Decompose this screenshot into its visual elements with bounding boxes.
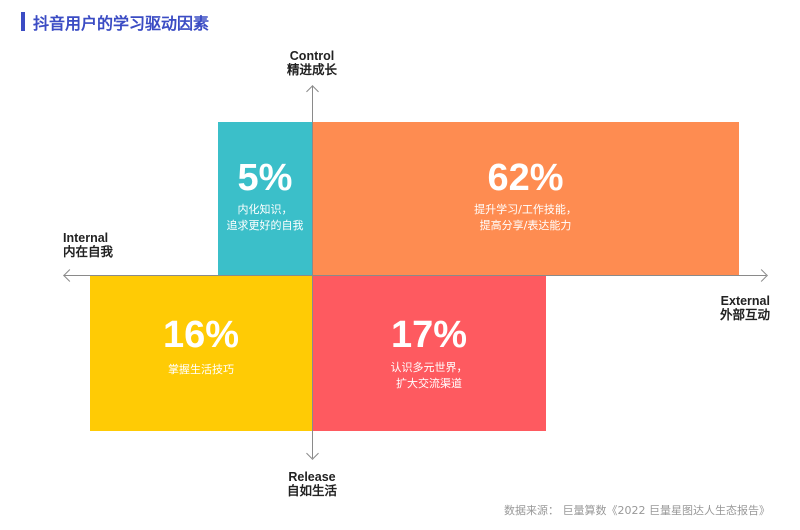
axis-label-left-zh: 内在自我: [63, 244, 114, 259]
quadrant-release-internal-line-1: 掌握生活技巧: [168, 363, 234, 376]
quadrant-release-external-percent: 17%: [390, 314, 468, 356]
quadrant-release-internal: 16% 掌握生活技巧: [90, 275, 312, 431]
vertical-axis: [312, 86, 313, 458]
quadrant-control-external-percent: 62%: [487, 157, 564, 199]
quadrant-control-external-line-2: 提高分享/表达能力: [479, 219, 572, 232]
quadrant-control-internal: 5% 内化知识， 追求更好的自我: [218, 122, 312, 275]
title-accent-bar: [21, 12, 25, 31]
quadrant-release-external-line-1: 认识多元世界，: [390, 361, 468, 374]
quadrant-control-internal-percent: 5%: [237, 157, 293, 199]
axis-label-right-zh: 外部互动: [719, 307, 770, 322]
quadrant-release-external-line-2: 扩大交流渠道: [396, 377, 462, 390]
quadrant-release-internal-percent: 16%: [162, 314, 240, 356]
arrow-up-icon: [306, 85, 319, 98]
quadrant-control-internal-line-1: 内化知识，: [237, 203, 293, 216]
axis-label-bottom: Release 自如生活: [262, 470, 362, 498]
axis-label-bottom-en: Release: [288, 470, 336, 484]
arrow-left-icon: [63, 269, 76, 282]
horizontal-axis: [64, 275, 766, 276]
quadrant-control-external: 62% 提升学习/工作技能， 提高分享/表达能力: [312, 122, 739, 275]
quadrant-control-external-line-1: 提升学习/工作技能，: [474, 203, 577, 216]
page-title: 抖音用户的学习驱动因素: [33, 14, 210, 33]
axis-label-left-en: Internal: [63, 231, 109, 245]
axis-label-right-en: External: [720, 294, 770, 308]
arrow-down-icon: [306, 447, 319, 460]
axis-label-left: Internal 内在自我: [63, 231, 113, 259]
quadrant-control-internal-line-2: 追求更好的自我: [226, 219, 304, 232]
axis-label-top-zh: 精进成长: [286, 62, 337, 77]
arrow-right-icon: [755, 269, 768, 282]
quadrant-release-external: 17% 认识多元世界， 扩大交流渠道: [312, 275, 546, 431]
axis-label-top-en: Control: [289, 49, 335, 63]
data-source-note: 数据来源： 巨量算数《2022 巨量星图达人生态报告》: [504, 504, 770, 517]
axis-label-bottom-zh: 自如生活: [286, 483, 337, 498]
axis-label-right: External 外部互动: [720, 294, 770, 322]
axis-label-top: Control 精进成长: [262, 49, 362, 77]
